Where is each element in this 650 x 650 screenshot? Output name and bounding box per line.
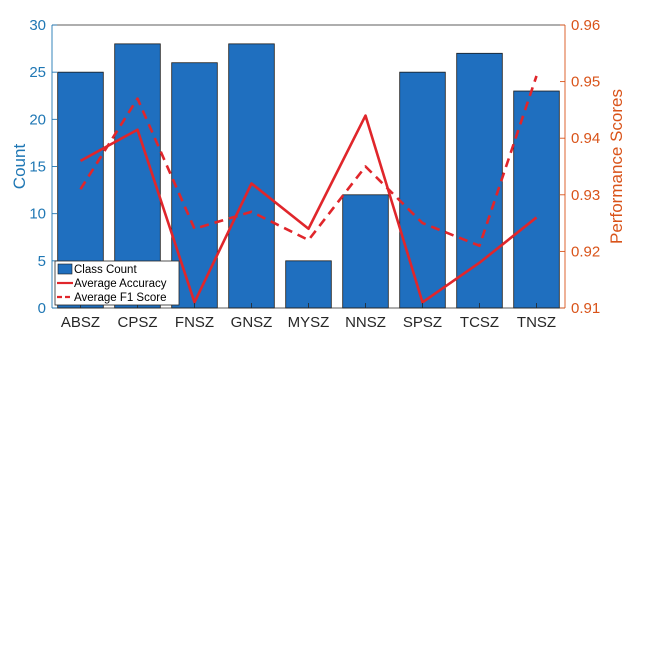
right-tick-label: 0.95 [571, 74, 600, 91]
x-tick-label: GNSZ [231, 314, 273, 331]
y-axis-label: Count [10, 144, 29, 190]
x-tick-label: ABSZ [61, 314, 100, 331]
lines-layer [79, 75, 538, 304]
x-tick-label: NNSZ [345, 314, 386, 331]
axes-layer: 0 5 10 15 20 25 30 0.91 0.92 0.93 0.94 0.95 0.96 ABSZ… [10, 17, 626, 331]
x-tick-label: TCSZ [460, 314, 499, 331]
left-tick-label: 20 [29, 111, 46, 128]
bar-gnsz [228, 43, 275, 309]
legend-label: Class Count [74, 264, 137, 276]
x-tick-label: MYSZ [288, 314, 330, 331]
left-tick-label: 5 [38, 253, 46, 270]
left-tick-label: 10 [29, 206, 46, 223]
accuracy-line [79, 114, 538, 304]
bar-tcsz [456, 52, 503, 309]
legend: Class Count Average Accuracy Average F1 Sc… [54, 260, 180, 306]
right-tick-label: 0.92 [571, 243, 600, 260]
right-tick-label: 0.93 [571, 187, 600, 204]
bar-nnsz [342, 194, 389, 309]
bar-spsz [399, 71, 446, 309]
legend-label: Average Accuracy [74, 278, 167, 290]
legend-label: Average F1 Score [74, 292, 166, 304]
bar-mysz [285, 260, 332, 309]
x-tick-label: CPSZ [117, 314, 157, 331]
left-tick-label: 30 [29, 17, 46, 34]
f1-score-line [79, 75, 538, 248]
right-tick-label: 0.94 [571, 130, 600, 147]
right-tick-label: 0.91 [571, 300, 600, 317]
y2-axis-label: Performance Scores [607, 89, 626, 244]
legend-box [54, 260, 180, 306]
left-tick-label: 0 [38, 300, 46, 317]
left-tick-label: 15 [29, 159, 46, 176]
legend-swatch-bar [57, 263, 73, 275]
right-tick-label: 0.96 [571, 17, 600, 34]
x-tick-label: FNSZ [175, 314, 214, 331]
x-tick-label: SPSZ [403, 314, 442, 331]
left-tick-label: 25 [29, 64, 46, 81]
x-tick-label: TNSZ [517, 314, 556, 331]
